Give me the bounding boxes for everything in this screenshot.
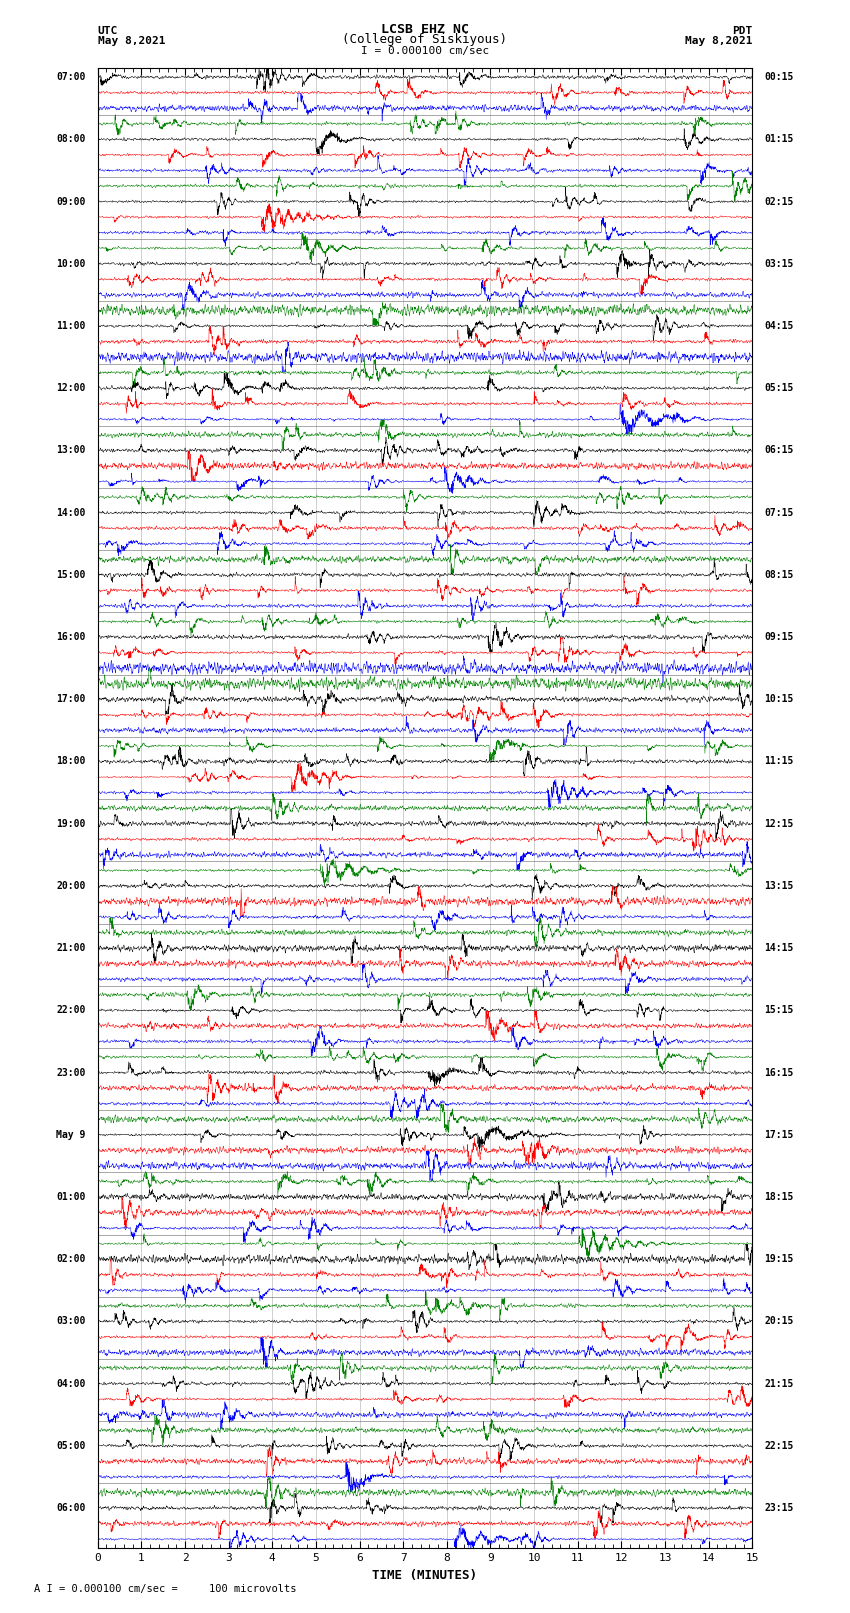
Text: 09:00: 09:00 [56, 197, 86, 206]
Text: 21:00: 21:00 [56, 944, 86, 953]
Text: LCSB EHZ NC: LCSB EHZ NC [381, 23, 469, 37]
Text: 11:00: 11:00 [56, 321, 86, 331]
Text: 02:15: 02:15 [764, 197, 794, 206]
X-axis label: TIME (MINUTES): TIME (MINUTES) [372, 1569, 478, 1582]
Text: 04:00: 04:00 [56, 1379, 86, 1389]
Text: 20:00: 20:00 [56, 881, 86, 890]
Text: 14:00: 14:00 [56, 508, 86, 518]
Text: May 9: May 9 [56, 1129, 86, 1140]
Text: 12:15: 12:15 [764, 819, 794, 829]
Text: 08:15: 08:15 [764, 569, 794, 579]
Text: 16:00: 16:00 [56, 632, 86, 642]
Text: A I = 0.000100 cm/sec =     100 microvolts: A I = 0.000100 cm/sec = 100 microvolts [34, 1584, 297, 1594]
Text: 12:00: 12:00 [56, 384, 86, 394]
Text: 06:00: 06:00 [56, 1503, 86, 1513]
Text: 07:00: 07:00 [56, 73, 86, 82]
Text: 15:00: 15:00 [56, 569, 86, 579]
Text: 23:15: 23:15 [764, 1503, 794, 1513]
Text: 13:15: 13:15 [764, 881, 794, 890]
Text: 05:00: 05:00 [56, 1440, 86, 1450]
Text: May 8,2021: May 8,2021 [685, 35, 752, 45]
Text: (College of Siskiyous): (College of Siskiyous) [343, 32, 507, 45]
Text: May 8,2021: May 8,2021 [98, 35, 165, 45]
Text: 14:15: 14:15 [764, 944, 794, 953]
Text: 15:15: 15:15 [764, 1005, 794, 1015]
Text: 02:00: 02:00 [56, 1255, 86, 1265]
Text: 11:15: 11:15 [764, 756, 794, 766]
Text: 06:15: 06:15 [764, 445, 794, 455]
Text: 04:15: 04:15 [764, 321, 794, 331]
Text: 00:15: 00:15 [764, 73, 794, 82]
Text: 21:15: 21:15 [764, 1379, 794, 1389]
Text: 05:15: 05:15 [764, 384, 794, 394]
Text: 16:15: 16:15 [764, 1068, 794, 1077]
Text: 18:15: 18:15 [764, 1192, 794, 1202]
Text: 10:15: 10:15 [764, 694, 794, 705]
Text: 08:00: 08:00 [56, 134, 86, 144]
Text: 22:00: 22:00 [56, 1005, 86, 1015]
Text: 17:15: 17:15 [764, 1129, 794, 1140]
Text: PDT: PDT [732, 26, 752, 37]
Text: 18:00: 18:00 [56, 756, 86, 766]
Text: 03:15: 03:15 [764, 258, 794, 269]
Text: 22:15: 22:15 [764, 1440, 794, 1450]
Text: 03:00: 03:00 [56, 1316, 86, 1326]
Text: 13:00: 13:00 [56, 445, 86, 455]
Text: 20:15: 20:15 [764, 1316, 794, 1326]
Text: 19:00: 19:00 [56, 819, 86, 829]
Text: 10:00: 10:00 [56, 258, 86, 269]
Text: 19:15: 19:15 [764, 1255, 794, 1265]
Text: I = 0.000100 cm/sec: I = 0.000100 cm/sec [361, 45, 489, 56]
Text: 09:15: 09:15 [764, 632, 794, 642]
Text: 23:00: 23:00 [56, 1068, 86, 1077]
Text: 17:00: 17:00 [56, 694, 86, 705]
Text: 01:00: 01:00 [56, 1192, 86, 1202]
Text: UTC: UTC [98, 26, 118, 37]
Text: 07:15: 07:15 [764, 508, 794, 518]
Text: 01:15: 01:15 [764, 134, 794, 144]
